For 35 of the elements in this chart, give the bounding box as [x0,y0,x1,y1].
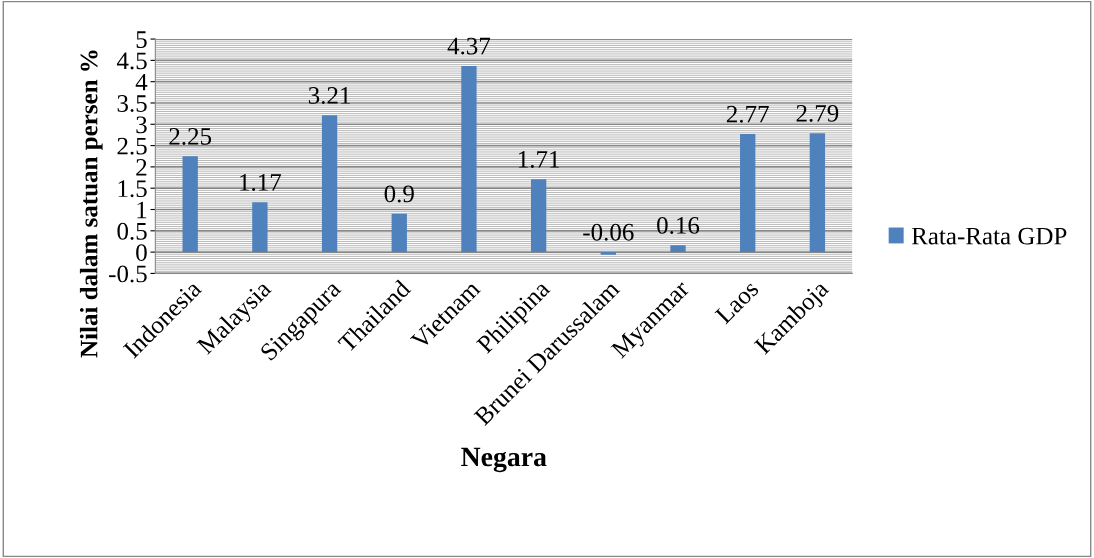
data-label: 0.16 [657,216,700,234]
data-label: 4.37 [447,37,491,55]
y-tick-label: 0 [136,244,147,262]
bar [740,134,756,253]
y-tick-label: 5 [136,31,147,48]
data-label: 3.21 [308,87,350,104]
y-tick-label: 3 [136,116,147,134]
bar [809,133,826,253]
data-label: 1.17 [240,174,282,191]
legend-label: Rata-Rata GDP [911,227,1067,245]
y-tick-label: 2 [136,159,147,176]
y-tick-label: 1.5 [118,180,147,198]
y-tick-label: -0.5 [109,265,147,283]
data-label: 2.25 [169,127,212,145]
bar [670,245,686,253]
data-label: 2.77 [726,105,769,123]
data-label: -0.06 [583,223,634,241]
bar [600,252,616,255]
y-tick-label: 1 [137,201,147,219]
bar [182,156,198,253]
y-tick-label: 4.5 [116,52,147,70]
y-tick-label: 2.5 [117,137,147,155]
bar [252,202,268,253]
y-tick-label: 4 [135,73,148,91]
data-label: 1.71 [518,151,560,168]
y-tick-label: 0.5 [117,222,147,240]
bar [391,213,407,253]
bar [321,115,338,253]
bar [461,65,477,253]
x-axis-title: Negara [461,447,547,473]
y-tick-label: 3.5 [117,95,147,113]
y-axis-title: Nilai dalam satuan persen % [79,50,103,358]
bar [530,179,547,253]
data-label: 0.9 [384,185,414,203]
data-label: 2.79 [796,104,839,122]
